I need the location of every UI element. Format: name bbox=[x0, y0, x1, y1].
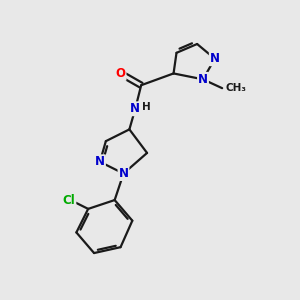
Text: N: N bbox=[210, 52, 220, 65]
Text: N: N bbox=[130, 102, 140, 115]
Text: CH₃: CH₃ bbox=[225, 83, 246, 93]
Text: N: N bbox=[118, 167, 128, 180]
Text: O: O bbox=[116, 67, 126, 80]
Text: N: N bbox=[95, 155, 105, 168]
Text: H: H bbox=[142, 102, 151, 112]
Text: N: N bbox=[198, 73, 208, 86]
Text: Cl: Cl bbox=[63, 194, 75, 207]
